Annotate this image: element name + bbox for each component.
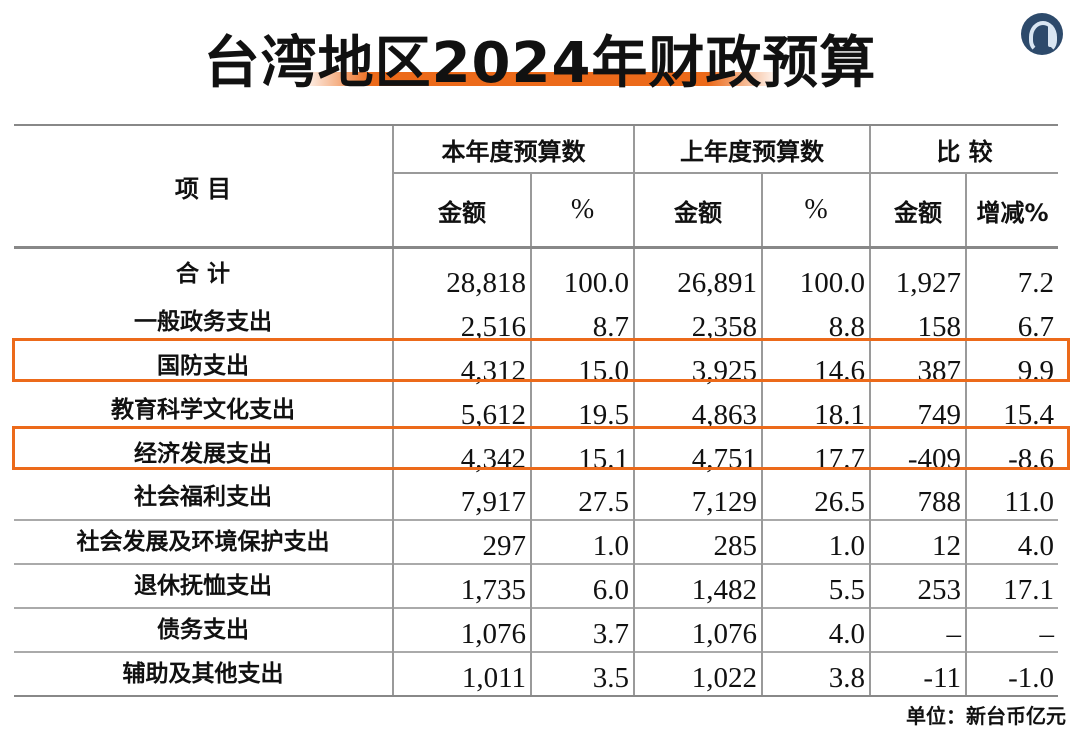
row-label: 经济发展支出 bbox=[134, 440, 272, 467]
header-item: 项 目 bbox=[14, 124, 393, 249]
cell-cur-amt: 1,011 bbox=[392, 650, 531, 697]
cell-diff-amt: 12 bbox=[869, 518, 966, 564]
header-current-year: 本年度预算数 bbox=[392, 124, 634, 174]
cell-prev-pct: 100.0 bbox=[761, 247, 870, 300]
cell-diff-amt: 1,927 bbox=[869, 247, 966, 300]
cell-prev-amt: 1,482 bbox=[633, 562, 762, 608]
cell-diff-amt: 788 bbox=[869, 475, 966, 520]
cell-diff-amt: 158 bbox=[869, 299, 966, 344]
highlight-economic-row bbox=[12, 426, 1070, 470]
cell-cur-amt: 1,076 bbox=[392, 606, 531, 652]
row-label: 债务支出 bbox=[14, 606, 393, 652]
table-row: 辅助及其他支出 1,011 3.5 1,022 3.8 -11 -1.0 bbox=[14, 650, 1059, 697]
row-label: 国防支出 bbox=[157, 352, 249, 379]
cell-cur-pct: 3.7 bbox=[530, 606, 634, 652]
page-title: 台湾地区2024年财政预算 bbox=[203, 31, 877, 96]
header-diff-percent: 增减% bbox=[964, 173, 1059, 249]
cell-diff-pct: 7.2 bbox=[964, 247, 1059, 300]
table-row: 合 计 28,818 100.0 26,891 100.0 1,927 7.2 bbox=[14, 247, 1059, 300]
table-row: 退休抚恤支出 1,735 6.0 1,482 5.5 253 17.1 bbox=[14, 562, 1059, 608]
cell-prev-amt: 4,863 bbox=[633, 387, 762, 432]
cell-prev-pct: 3.8 bbox=[761, 650, 870, 697]
cell-prev-amt: 26,891 bbox=[633, 247, 762, 300]
table-row: 社会发展及环境保护支出 297 1.0 285 1.0 12 4.0 bbox=[14, 518, 1059, 564]
cell-cur-pct: 1.0 bbox=[530, 518, 634, 564]
cell-cur-amt: 5,612 bbox=[392, 387, 531, 432]
cell-cur-amt: 7,917 bbox=[392, 475, 531, 520]
row-label: 退休抚恤支出 bbox=[14, 562, 393, 608]
header-previous-percent: % bbox=[761, 173, 870, 249]
header-previous-amount: 金额 bbox=[633, 173, 762, 249]
cell-diff-pct: 11.0 bbox=[964, 475, 1059, 520]
table-row: 债务支出 1,076 3.7 1,076 4.0– – bbox=[14, 606, 1059, 652]
cell-prev-amt: 2,358 bbox=[633, 299, 762, 344]
table-row: 社会福利支出 7,917 27.5 7,129 26.5 788 11.0 bbox=[14, 475, 1059, 520]
cell-diff-amt: 253 bbox=[869, 562, 966, 608]
cell-cur-amt: 1,735 bbox=[392, 562, 531, 608]
cell-prev-amt: 1,076 bbox=[633, 606, 762, 652]
cell-diff-amt: – bbox=[869, 606, 966, 652]
row-label: 一般政务支出 bbox=[134, 308, 272, 335]
cell-diff-pct: 6.7 bbox=[964, 299, 1059, 344]
cell-diff-amt: -11 bbox=[869, 650, 966, 697]
cell-cur-pct: 6.0 bbox=[530, 562, 634, 608]
cell-prev-amt: 285 bbox=[633, 518, 762, 564]
cell-prev-amt: 1,022 bbox=[633, 650, 762, 697]
cell-cur-pct: 8.7 bbox=[530, 299, 634, 344]
cell-diff-pct: 15.4 bbox=[964, 387, 1059, 432]
cell-prev-pct: 18.1 bbox=[761, 387, 870, 432]
budget-table: 项 目 本年度预算数 上年度预算数 比 较 金额 % 金额 % 金额 增减% 合… bbox=[14, 124, 1059, 697]
unit-note: 单位：新台币亿元 bbox=[906, 704, 1066, 728]
highlight-defense-row bbox=[12, 338, 1070, 382]
row-label: 社会发展及环境保护支出 bbox=[14, 518, 393, 564]
cell-cur-pct: 19.5 bbox=[530, 387, 634, 432]
cell-cur-pct: 100.0 bbox=[530, 247, 634, 300]
table-row: 一般政务支出 2,516 8.7 2,358 8.8 158 6.7 bbox=[14, 299, 1059, 344]
cell-prev-pct: 5.5 bbox=[761, 562, 870, 608]
cell-cur-pct: 3.5 bbox=[530, 650, 634, 697]
cell-cur-amt: 297 bbox=[392, 518, 531, 564]
cell-diff-pct: -1.0 bbox=[964, 650, 1059, 697]
cell-diff-pct: 4.0 bbox=[964, 518, 1059, 564]
cell-cur-amt: 28,818 bbox=[392, 247, 531, 300]
cell-prev-amt: 7,129 bbox=[633, 475, 762, 520]
row-label: 教育科学文化支出 bbox=[111, 396, 295, 423]
header-current-amount: 金额 bbox=[392, 173, 531, 249]
header-previous-year: 上年度预算数 bbox=[633, 124, 870, 174]
cell-cur-pct: 27.5 bbox=[530, 475, 634, 520]
cell-diff-pct: – bbox=[964, 606, 1059, 652]
logo-icon bbox=[1021, 13, 1063, 55]
header-comparison: 比 较 bbox=[868, 124, 1059, 174]
row-label: 合 计 bbox=[175, 261, 230, 288]
header-current-percent: % bbox=[530, 173, 634, 249]
cell-prev-pct: 26.5 bbox=[761, 475, 870, 520]
cell-prev-pct: 1.0 bbox=[761, 518, 870, 564]
table-row: 教育科学文化支出 5,612 19.5 4,863 18.1 749 15.4 bbox=[14, 387, 1059, 432]
cell-diff-pct: 17.1 bbox=[964, 562, 1059, 608]
cell-prev-pct: 4.0 bbox=[761, 606, 870, 652]
row-label: 社会福利支出 bbox=[134, 484, 272, 510]
header-diff-amount: 金额 bbox=[869, 173, 966, 249]
cell-cur-amt: 2,516 bbox=[392, 299, 531, 344]
title-underline bbox=[300, 72, 780, 86]
cell-diff-amt: 749 bbox=[869, 387, 966, 432]
cell-prev-pct: 8.8 bbox=[761, 299, 870, 344]
row-label: 辅助及其他支出 bbox=[14, 650, 393, 697]
